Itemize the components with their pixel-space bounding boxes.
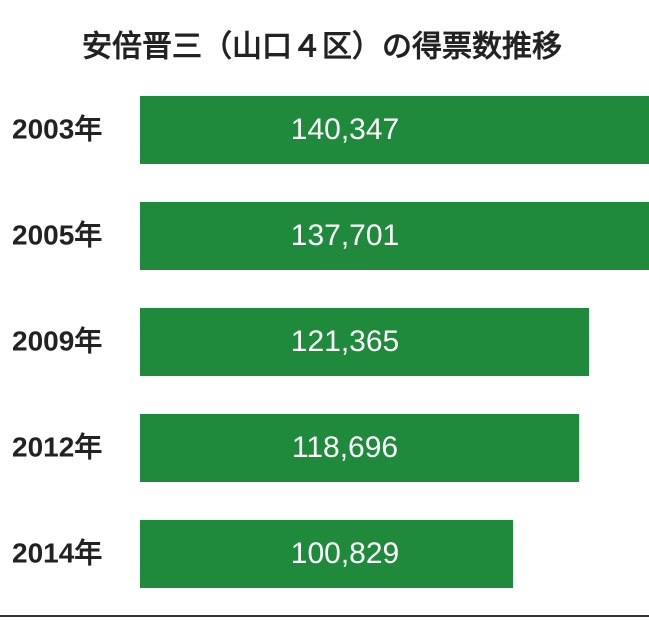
value-label: 121,365: [291, 325, 399, 358]
category-label: 2009年: [12, 324, 102, 356]
value-label: 118,696: [292, 431, 398, 464]
bar: [140, 202, 649, 270]
category-label: 2012年: [12, 430, 102, 462]
value-label: 137,701: [291, 219, 399, 252]
value-label: 140,347: [291, 113, 399, 146]
bar: [140, 96, 649, 164]
bar: [140, 520, 514, 588]
bar: [140, 308, 590, 376]
chart-title: 安倍晋三（山口４区）の得票数推移: [82, 30, 562, 65]
bar: [140, 414, 580, 482]
category-label: 2005年: [12, 218, 102, 250]
value-label: 100,829: [291, 537, 399, 570]
category-label: 2014年: [12, 536, 102, 568]
category-label: 2003年: [12, 112, 102, 144]
